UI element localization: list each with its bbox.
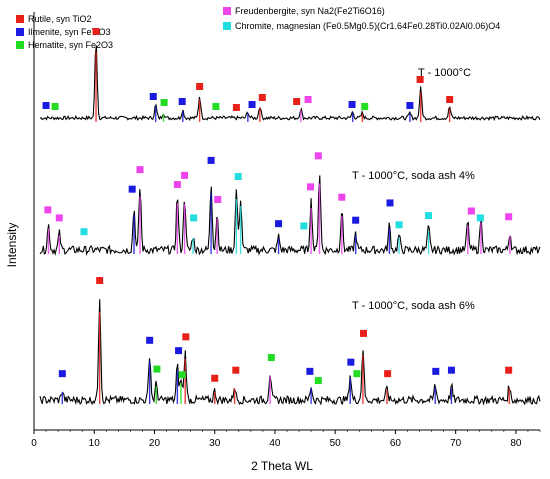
pattern-1 (39, 28, 541, 122)
phase-marker (232, 104, 240, 111)
phase-marker (360, 329, 368, 337)
phase-marker (293, 98, 301, 105)
phase-marker (207, 156, 215, 164)
pattern-trace (39, 175, 541, 257)
phase-marker (248, 101, 256, 108)
phase-marker (314, 152, 322, 160)
phase-marker (181, 171, 189, 179)
phase-marker (51, 103, 59, 110)
phase-marker (234, 173, 242, 180)
phase-marker (304, 96, 312, 103)
pattern-2 (39, 152, 541, 257)
phase-marker (92, 28, 100, 35)
phase-marker (406, 102, 414, 109)
x-ticks: 0 10 20 30 40 50 60 70 80 (31, 430, 541, 449)
phase-marker (300, 222, 308, 230)
phase-marker (178, 98, 186, 105)
pattern-3 (39, 277, 541, 406)
phase-marker (182, 333, 190, 341)
phase-marker (211, 374, 219, 382)
phase-marker (447, 366, 455, 374)
pattern-label: T - 1000°C (418, 67, 471, 79)
x-tick-label: 10 (89, 438, 101, 449)
phase-marker (55, 214, 63, 222)
phase-marker (347, 358, 355, 366)
phase-marker (348, 101, 356, 108)
phase-marker (196, 83, 204, 90)
phase-marker (314, 377, 322, 385)
legend-entry: Chromite, magnesian (Fe0.5Mg0.5)(Cr1.64F… (235, 21, 500, 31)
x-tick-label: 20 (149, 438, 161, 449)
phase-marker (232, 366, 240, 374)
pattern-annotations: T - 1000°C T - 1000°C, soda ash 4% T - 100… (352, 67, 475, 312)
x-tick-label: 40 (269, 438, 281, 449)
x-tick-label: 0 (31, 438, 37, 449)
axes: 0 10 20 30 40 50 60 70 80 Intensity 2 Theta WL (5, 12, 541, 473)
legend-entry: Rutile, syn TiO2 (28, 14, 92, 24)
phase-marker (306, 367, 314, 375)
phase-marker (44, 206, 52, 214)
pattern-label: T - 1000°C, soda ash 6% (352, 300, 475, 312)
phase-marker (212, 103, 220, 110)
phase-marker (214, 196, 222, 203)
x-tick-label: 70 (450, 438, 462, 449)
phase-marker (416, 76, 424, 83)
phase-marker (395, 221, 403, 229)
phase-marker (190, 214, 198, 222)
y-axis-label: Intensity (5, 223, 19, 268)
phase-marker (80, 228, 88, 236)
phase-marker (149, 93, 157, 100)
phase-marker (467, 207, 475, 215)
phase-marker (505, 213, 513, 221)
phase-marker (353, 370, 361, 378)
pattern-trace (39, 45, 541, 122)
pattern-label: T - 1000°C, soda ash 4% (352, 170, 475, 182)
legend-swatch (16, 15, 24, 23)
phase-marker (275, 220, 283, 228)
phase-marker (432, 367, 440, 375)
x-axis-label: 2 Theta WL (251, 459, 313, 473)
phase-marker (386, 199, 394, 207)
phase-marker (267, 354, 275, 362)
phase-marker (173, 181, 181, 189)
phase-marker (306, 183, 314, 191)
phase-marker (338, 193, 346, 201)
legend-swatch (16, 41, 24, 49)
phase-marker (476, 214, 484, 222)
phase-marker (175, 347, 183, 355)
phase-marker (505, 366, 513, 374)
phase-marker (96, 277, 104, 284)
phase-marker (153, 365, 161, 373)
pattern-traces (39, 28, 541, 406)
legend: Rutile, syn TiO2 Ilmenite, syn FeTiO3 Hema… (16, 6, 500, 50)
x-tick-label: 80 (510, 438, 522, 449)
legend-swatch (223, 7, 231, 15)
phase-marker (58, 370, 66, 378)
phase-marker (136, 166, 144, 174)
x-tick-label: 50 (330, 438, 342, 449)
legend-entry: Hematite, syn Fe2O3 (28, 40, 113, 50)
phase-marker (146, 336, 154, 344)
x-tick-label: 30 (209, 438, 221, 449)
phase-marker (352, 216, 360, 224)
phase-marker (446, 96, 454, 103)
phase-marker (258, 94, 266, 101)
phase-marker (425, 212, 433, 220)
legend-swatch (223, 22, 231, 30)
phase-marker (128, 185, 136, 193)
phase-marker (178, 371, 186, 379)
legend-entry: Ilmenite, syn FeTiO3 (28, 27, 111, 37)
phase-marker (361, 103, 369, 110)
pattern-trace (39, 299, 541, 406)
legend-swatch (16, 28, 24, 36)
phase-marker (42, 102, 50, 109)
legend-entry: Freudenbergite, syn Na2(Fe2Ti6O16) (235, 6, 385, 16)
x-tick-label: 60 (390, 438, 402, 449)
phase-marker (384, 370, 392, 378)
phase-marker (160, 99, 168, 106)
